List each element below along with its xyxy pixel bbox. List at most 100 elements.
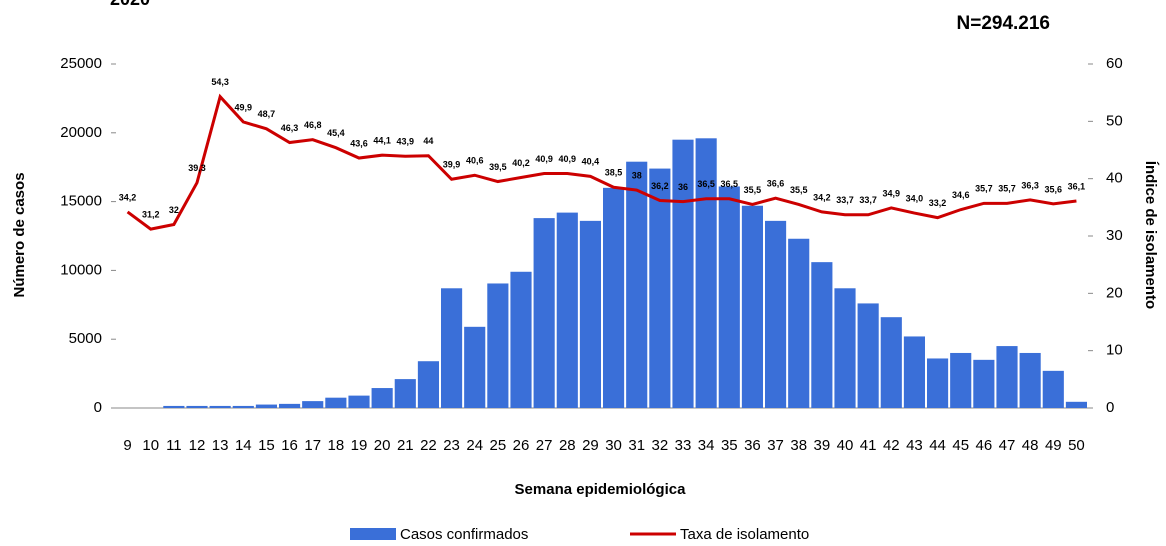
y2-tick-label: 60 [1106, 55, 1123, 72]
data-label: 38,5 [605, 168, 623, 178]
x-tick-label: 40 [837, 437, 854, 454]
data-label: 38 [632, 171, 642, 181]
x-tick-label: 12 [189, 437, 206, 454]
bar [487, 283, 509, 408]
bar [394, 379, 416, 408]
data-label: 54,3 [211, 77, 229, 87]
data-label: 35,7 [975, 184, 993, 194]
data-label: 35,5 [790, 185, 808, 195]
x-tick-label: 27 [536, 437, 553, 454]
x-tick-label: 26 [513, 437, 530, 454]
bar [672, 139, 694, 408]
x-tick-label: 21 [397, 437, 414, 454]
bar [973, 359, 995, 408]
annotation: N=294.216 [957, 13, 1051, 34]
data-label: 35,7 [998, 184, 1016, 194]
bar [649, 168, 671, 408]
bar [464, 326, 486, 408]
bar [325, 397, 347, 408]
bar [695, 138, 717, 408]
data-label: 40,4 [582, 157, 600, 167]
y2-tick-label: 0 [1106, 399, 1114, 416]
x-tick-label: 47 [999, 437, 1016, 454]
data-label: 34,9 [883, 188, 901, 198]
data-label: 32 [169, 205, 179, 215]
y2-tick-label: 30 [1106, 227, 1123, 244]
data-label: 46,3 [281, 123, 299, 133]
data-label: 43,6 [350, 138, 368, 148]
bar [510, 271, 532, 408]
bar [1042, 370, 1064, 408]
x-tick-label: 48 [1022, 437, 1039, 454]
x-tick-label: 29 [582, 437, 599, 454]
x-tick-label: 35 [721, 437, 738, 454]
data-label: 49,9 [235, 102, 253, 112]
x-tick-label: 34 [698, 437, 715, 454]
data-label: 36,5 [697, 179, 715, 189]
data-label: 36,6 [767, 179, 785, 189]
legend-label: Casos confirmados [400, 526, 528, 543]
data-label: 31,2 [142, 209, 160, 219]
data-label: 36 [678, 182, 688, 192]
x-tick-label: 43 [906, 437, 923, 454]
x-tick-label: 38 [790, 437, 807, 454]
data-label: 36,5 [721, 179, 739, 189]
bar [255, 404, 277, 408]
bar [788, 238, 810, 408]
x-tick-label: 10 [142, 437, 159, 454]
x-tick-label: 22 [420, 437, 437, 454]
x-tick-label: 19 [351, 437, 368, 454]
x-tick-label: 49 [1045, 437, 1062, 454]
data-label: 36,2 [651, 181, 669, 191]
bar [209, 405, 231, 408]
x-tick-label: 31 [628, 437, 645, 454]
x-tick-label: 25 [490, 437, 507, 454]
data-label: 34,0 [906, 193, 924, 203]
data-label: 33,2 [929, 198, 947, 208]
data-label: 44 [423, 136, 433, 146]
bar [811, 262, 833, 408]
data-label: 35,5 [744, 185, 762, 195]
data-label: 45,4 [327, 128, 345, 138]
data-label: 33,7 [859, 195, 877, 205]
y-axis-title: Número de casos [11, 172, 28, 297]
y-tick-label: 25000 [60, 55, 102, 72]
x-tick-label: 16 [281, 437, 298, 454]
x-axis-title: Semana epidemiológica [515, 481, 687, 498]
data-label: 40,9 [535, 154, 553, 164]
bar [996, 346, 1018, 408]
x-tick-label: 50 [1068, 437, 1085, 454]
x-tick-label: 32 [652, 437, 669, 454]
data-label: 40,6 [466, 156, 484, 166]
y2-tick-label: 50 [1106, 112, 1123, 129]
data-label: 40,9 [559, 154, 577, 164]
y-tick-label: 5000 [69, 330, 102, 347]
x-tick-label: 15 [258, 437, 275, 454]
bar [417, 361, 439, 408]
x-tick-label: 11 [166, 437, 182, 454]
x-tick-label: 20 [374, 437, 391, 454]
data-label: 34,6 [952, 190, 970, 200]
x-tick-label: 18 [328, 437, 345, 454]
x-tick-label: 46 [976, 437, 993, 454]
data-label: 35,6 [1045, 184, 1063, 194]
bar [302, 401, 324, 408]
x-tick-label: 9 [123, 437, 131, 454]
x-tick-label: 13 [212, 437, 229, 454]
y-tick-label: 10000 [60, 261, 102, 278]
data-label: 36,3 [1021, 180, 1039, 190]
x-tick-label: 45 [952, 437, 969, 454]
data-label: 39,5 [489, 162, 507, 172]
data-label: 46,8 [304, 120, 322, 130]
bar [279, 403, 301, 408]
data-label: 48,7 [258, 109, 276, 119]
bar [1065, 401, 1087, 408]
y-tick-label: 20000 [60, 124, 102, 141]
y2-tick-label: 40 [1106, 170, 1123, 187]
y2-tick-label: 20 [1106, 284, 1123, 301]
data-label: 43,9 [397, 137, 415, 147]
bar [186, 405, 208, 408]
y-tick-label: 0 [94, 399, 102, 416]
bar [903, 336, 925, 408]
bar [441, 288, 463, 408]
